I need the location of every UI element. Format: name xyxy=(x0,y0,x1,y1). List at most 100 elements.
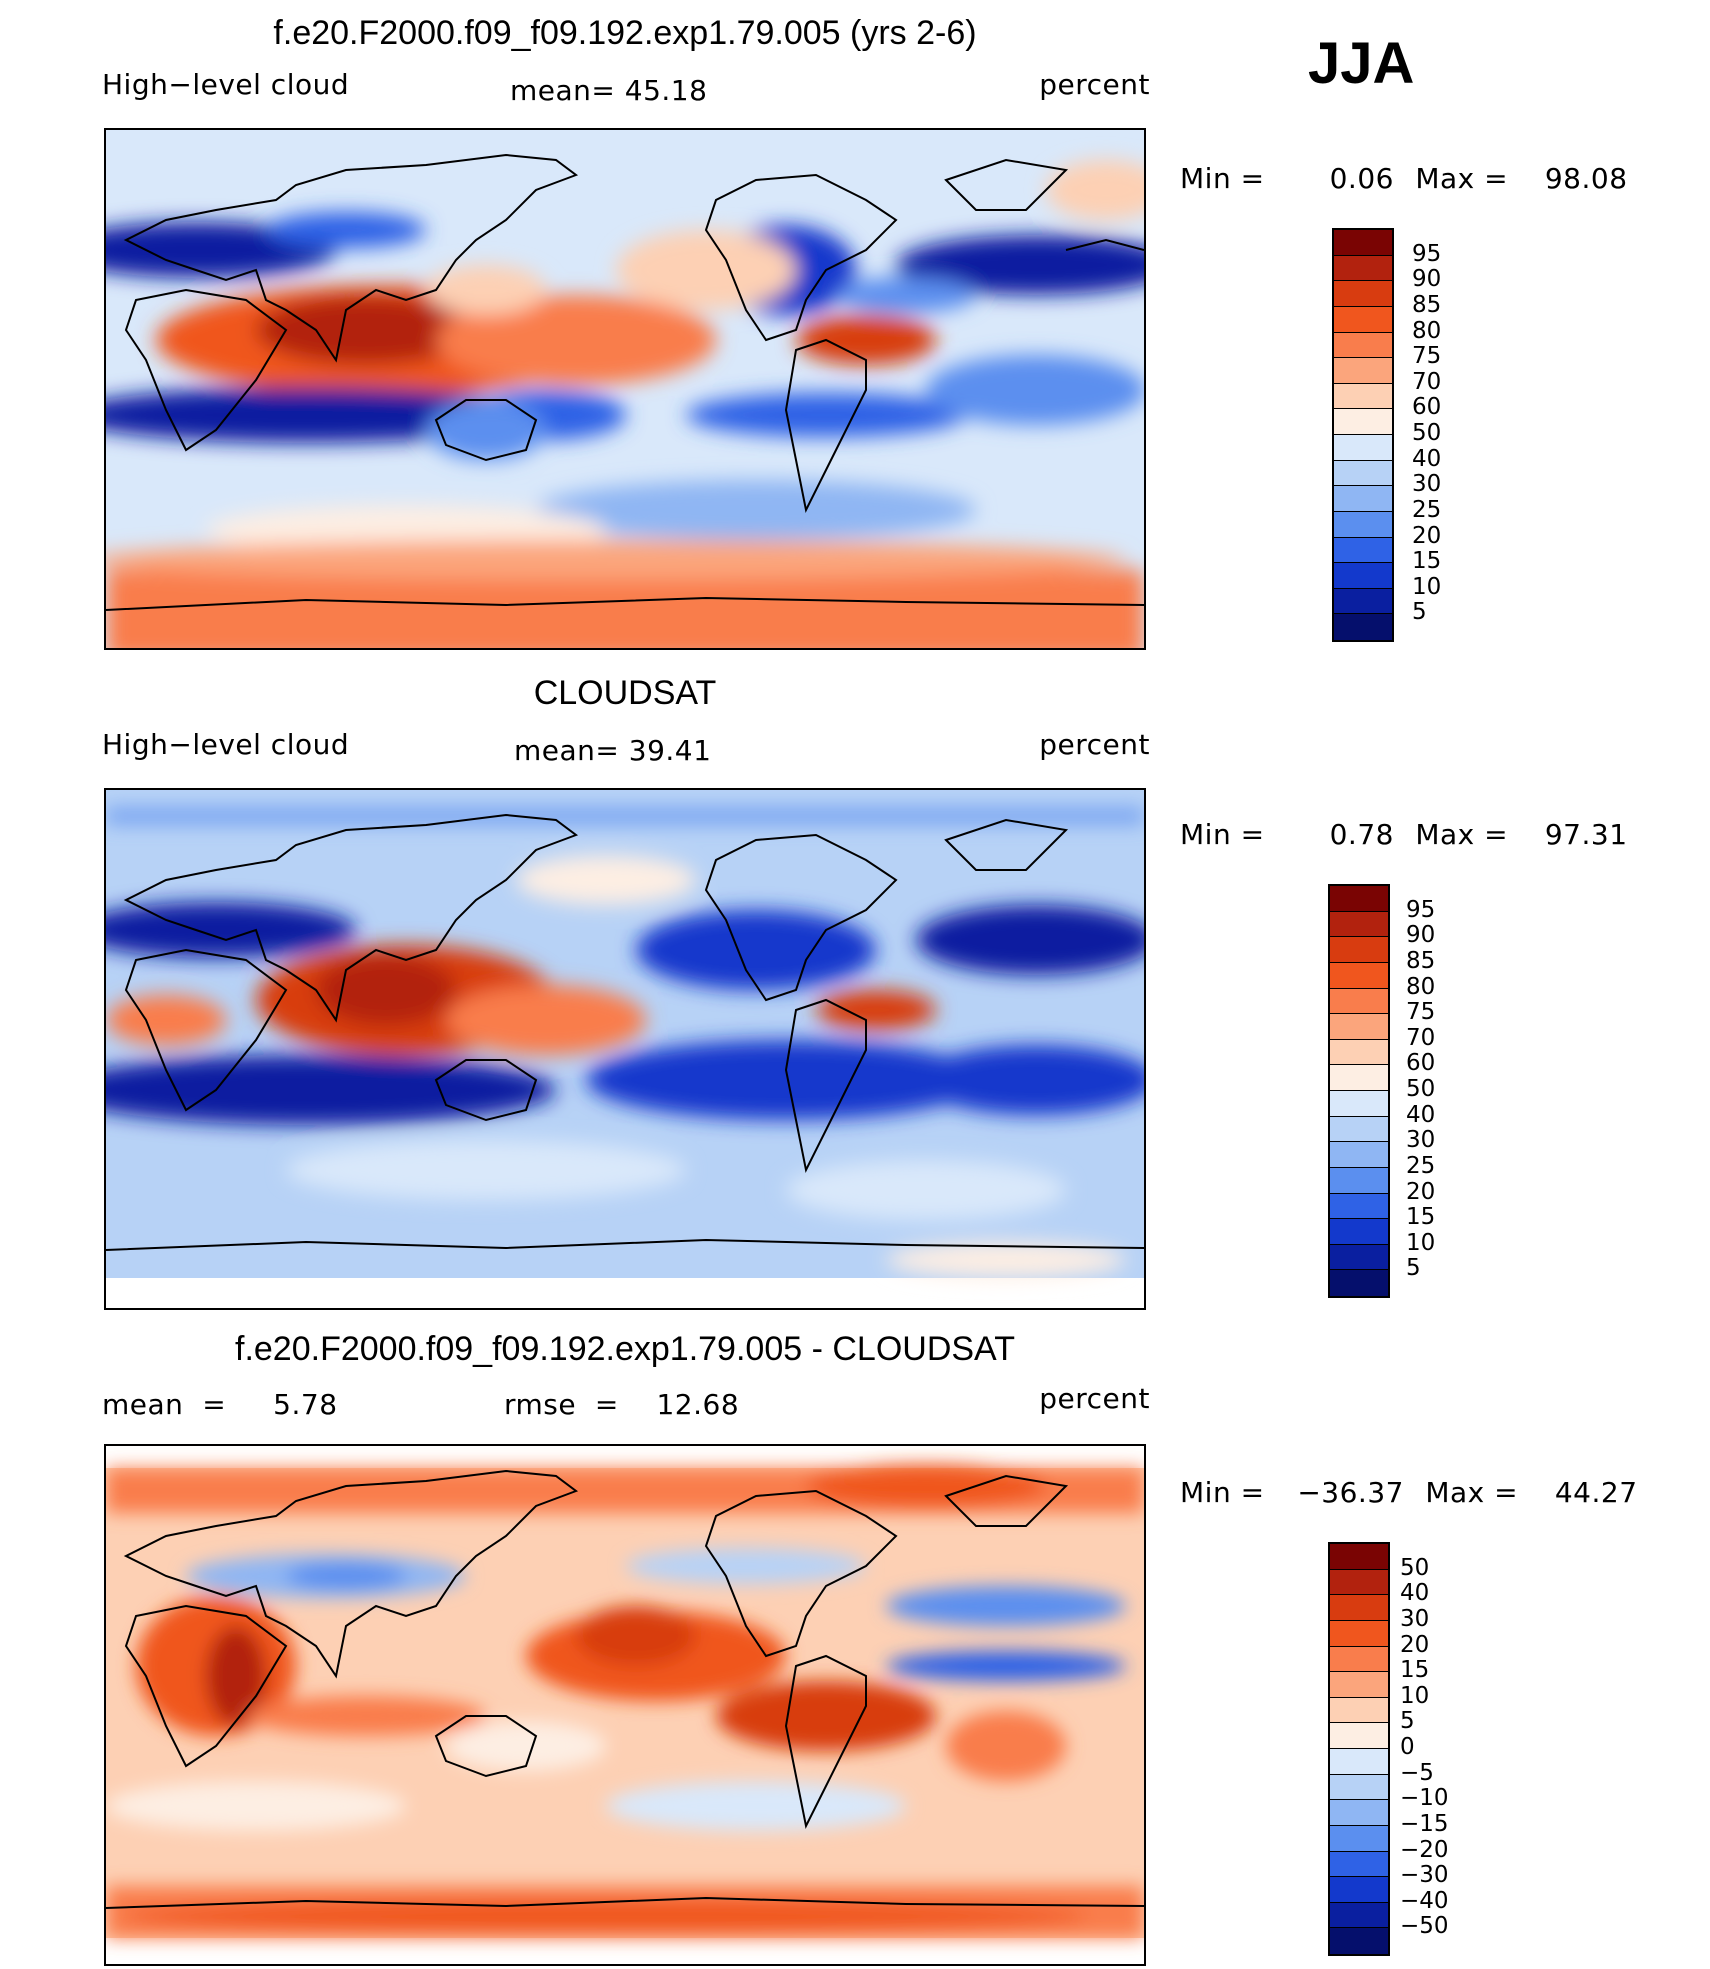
colorbar-tick-label: −20 xyxy=(1400,1836,1449,1863)
panel-1-units-label: percent xyxy=(1039,68,1150,101)
colorbar-tick-label: 70 xyxy=(1412,368,1442,395)
colorbar-block xyxy=(1330,1723,1388,1749)
colorbar-block xyxy=(1330,1877,1388,1903)
panel-1-min-value: 0.06 xyxy=(1329,162,1394,195)
colorbar-block xyxy=(1330,1167,1388,1194)
colorbar-tick-label: 20 xyxy=(1400,1631,1430,1658)
panel-3-mean-label: mean = 5.78 xyxy=(102,1388,338,1421)
colorbar-block xyxy=(1330,1193,1388,1220)
colorbar-tick-label: 75 xyxy=(1406,999,1436,1026)
panel-3-minmax: Min = −36.37 Max = 44.27 xyxy=(1180,1476,1638,1509)
colorbar-tick-label: 20 xyxy=(1412,522,1442,549)
colorbar-block xyxy=(1330,1544,1388,1570)
colorbar-tick-label: 50 xyxy=(1412,420,1442,446)
colorbar-tick-label: 10 xyxy=(1406,1229,1436,1256)
panel-2-max-label: Max = xyxy=(1415,818,1509,851)
panel-2-title: CLOUDSAT xyxy=(533,674,717,712)
colorbar-tick-label: 5 xyxy=(1400,1708,1415,1735)
colorbar-tick-label: 30 xyxy=(1412,471,1442,498)
panel-3-colorbar xyxy=(1328,1542,1390,1956)
panel-3-map xyxy=(104,1444,1146,1966)
colorbar-tick-label: 85 xyxy=(1412,291,1442,318)
colorbar-tick-label: 70 xyxy=(1406,1024,1436,1051)
panel-1-minmax: Min = 0.06 Max = 98.08 xyxy=(1180,162,1628,195)
colorbar-tick-label: 95 xyxy=(1406,896,1436,923)
panel-3-title: f.e20.F2000.f09_f09.192.exp1.79.005 - CL… xyxy=(235,1330,1015,1368)
colorbar-block xyxy=(1330,1569,1388,1596)
colorbar-tick-label: 0 xyxy=(1400,1734,1415,1760)
panel-1-max-label: Max = xyxy=(1415,162,1509,195)
colorbar-tick-label: 15 xyxy=(1400,1657,1430,1684)
colorbar-block xyxy=(1334,281,1392,307)
colorbar-block xyxy=(1330,911,1388,938)
panel-3-min-value: −36.37 xyxy=(1297,1476,1404,1509)
colorbar-tick-label: 85 xyxy=(1406,947,1436,974)
colorbar-block xyxy=(1334,563,1392,589)
panel-3-max-label: Max = xyxy=(1425,1476,1519,1509)
colorbar-tick-label: 75 xyxy=(1412,343,1442,370)
colorbar-block xyxy=(1330,1800,1388,1826)
colorbar-block xyxy=(1334,511,1392,538)
panel-3-units-label: percent xyxy=(1039,1382,1150,1415)
colorbar-tick-label: 40 xyxy=(1400,1580,1430,1607)
panel-2-map xyxy=(104,788,1146,1310)
colorbar-tick-label: −10 xyxy=(1400,1785,1449,1812)
colorbar-block xyxy=(1330,1142,1388,1168)
colorbar-tick-label: 90 xyxy=(1406,922,1436,949)
colorbar-block xyxy=(1334,230,1392,256)
colorbar-block xyxy=(1330,1825,1388,1852)
colorbar-tick-label: −40 xyxy=(1400,1887,1449,1914)
colorbar-tick-label: 40 xyxy=(1406,1101,1436,1128)
colorbar-block xyxy=(1330,1774,1388,1801)
panel-3-max-value: 44.27 xyxy=(1554,1476,1638,1509)
colorbar-tick-label: 80 xyxy=(1412,317,1442,344)
colorbar-tick-label: 25 xyxy=(1412,496,1442,523)
panel-1-mean-label: mean= 45.18 xyxy=(510,74,708,107)
colorbar-block xyxy=(1334,358,1392,384)
colorbar-block xyxy=(1330,1851,1388,1878)
colorbar-tick-label: −5 xyxy=(1400,1759,1434,1786)
panel-3-map-field xyxy=(106,1446,1144,1964)
panel-1-map-field xyxy=(106,130,1144,648)
colorbar-block xyxy=(1330,1672,1388,1698)
colorbar-tick-label: 95 xyxy=(1412,240,1442,267)
panel-3-rmse-label: rmse = 12.68 xyxy=(504,1388,740,1421)
colorbar-block xyxy=(1330,937,1388,963)
colorbar-tick-label: 5 xyxy=(1412,599,1427,626)
colorbar-block xyxy=(1330,1219,1388,1245)
panel-3-min-label: Min = xyxy=(1180,1476,1265,1509)
colorbar-block xyxy=(1330,1697,1388,1724)
season-label: JJA xyxy=(1308,31,1415,96)
colorbar-tick-label: 50 xyxy=(1400,1554,1430,1581)
colorbar-tick-label: 10 xyxy=(1412,573,1442,600)
panel-2-map-field xyxy=(106,790,1144,1308)
coastlines xyxy=(106,1469,1144,1909)
colorbar-tick-label: 50 xyxy=(1406,1076,1436,1102)
colorbar-block xyxy=(1334,255,1392,282)
colorbar-block xyxy=(1334,486,1392,512)
colorbar-block xyxy=(1330,1270,1388,1296)
panel-2-min-label: Min = xyxy=(1180,818,1265,851)
panel-1-map xyxy=(104,128,1146,650)
colorbar-block xyxy=(1334,332,1392,359)
colorbar-block xyxy=(1330,1902,1388,1929)
colorbar-block xyxy=(1330,1244,1388,1271)
colorbar-tick-label: −30 xyxy=(1400,1862,1449,1889)
panel-1-title: f.e20.F2000.f09_f09.192.exp1.79.005 (yrs… xyxy=(273,14,977,52)
panel-2-colorbar xyxy=(1328,884,1390,1298)
panel-2-mean-label: mean= 39.41 xyxy=(514,734,712,767)
colorbar-block xyxy=(1330,1091,1388,1117)
colorbar-block xyxy=(1334,409,1392,435)
colorbar-tick-label: −15 xyxy=(1400,1810,1449,1837)
colorbar-block xyxy=(1334,588,1392,615)
panel-1-colorbar xyxy=(1332,228,1394,642)
panel-1-min-label: Min = xyxy=(1180,162,1265,195)
colorbar-block xyxy=(1330,886,1388,912)
colorbar-block xyxy=(1330,1039,1388,1066)
colorbar-tick-label: 90 xyxy=(1412,266,1442,293)
colorbar-block xyxy=(1330,1646,1388,1673)
colorbar-block xyxy=(1330,1749,1388,1775)
panel-2-min-value: 0.78 xyxy=(1329,818,1394,851)
panel-2-max-value: 97.31 xyxy=(1544,818,1628,851)
coastlines xyxy=(106,153,1144,611)
